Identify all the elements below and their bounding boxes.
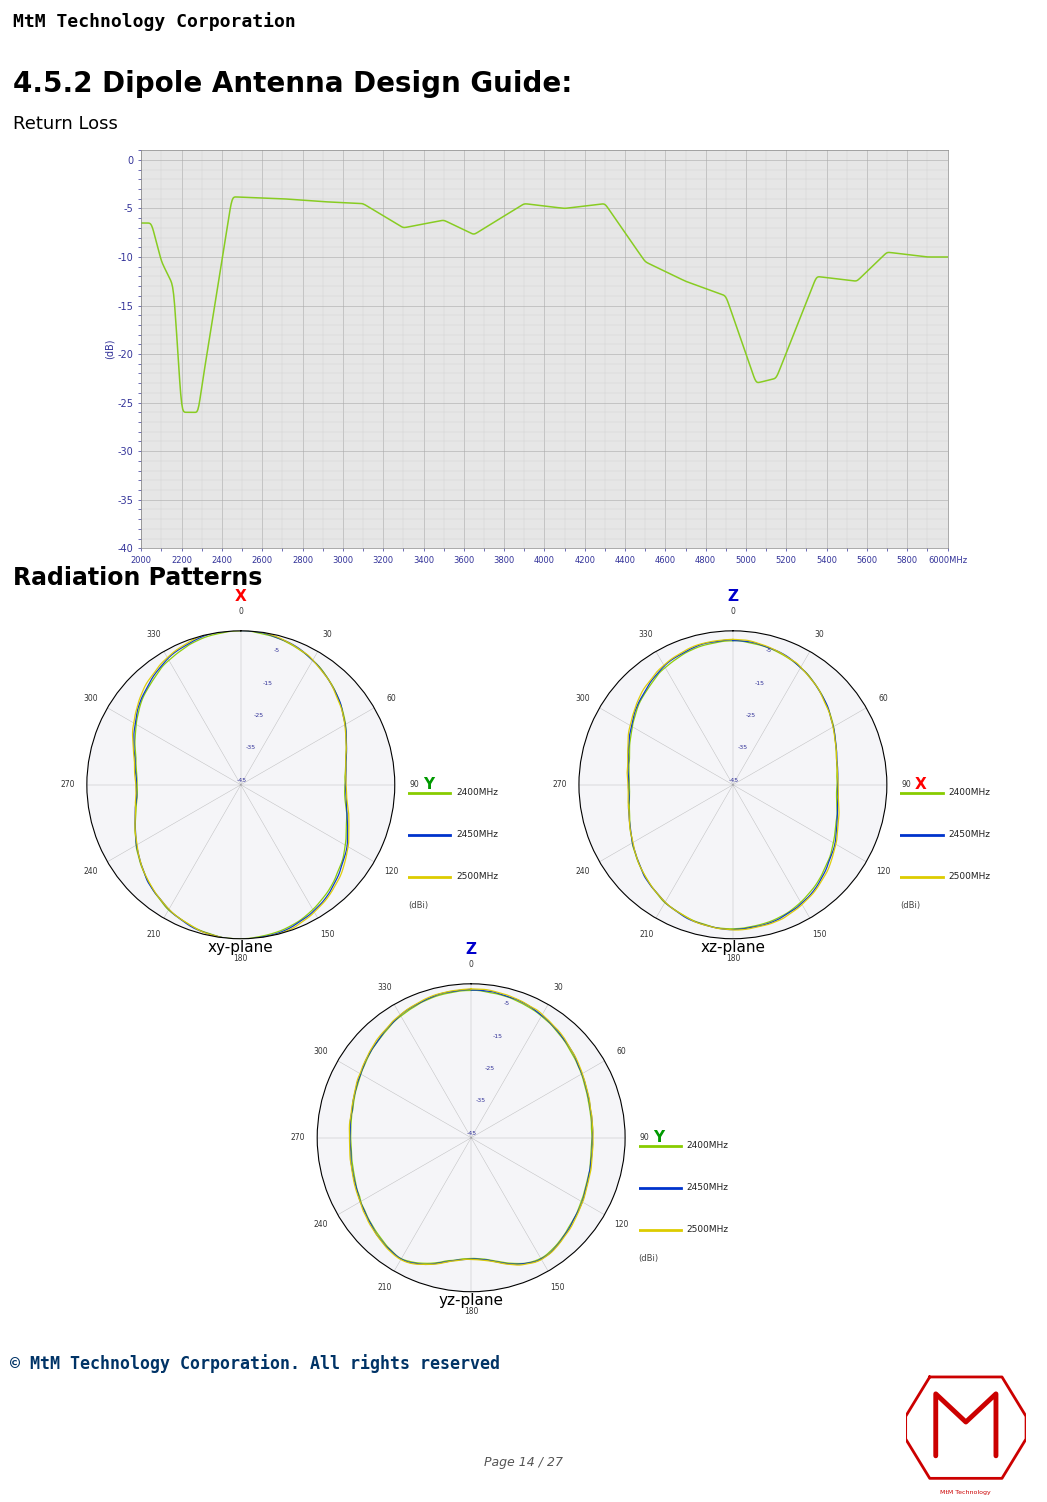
Text: 2500MHz: 2500MHz bbox=[456, 873, 498, 882]
Text: X: X bbox=[915, 778, 927, 792]
Text: 2450MHz: 2450MHz bbox=[456, 831, 498, 840]
Text: -25: -25 bbox=[747, 713, 756, 718]
Text: Y: Y bbox=[423, 778, 435, 792]
Text: -15: -15 bbox=[755, 680, 764, 685]
Text: -35: -35 bbox=[737, 745, 748, 749]
Text: -25: -25 bbox=[254, 713, 264, 718]
Text: -45: -45 bbox=[467, 1131, 477, 1136]
Text: 2450MHz: 2450MHz bbox=[687, 1184, 729, 1193]
Text: © MtM Technology Corporation. All rights reserved: © MtM Technology Corporation. All rights… bbox=[10, 1353, 500, 1373]
Text: -35: -35 bbox=[245, 745, 255, 749]
Y-axis label: (dB): (dB) bbox=[105, 339, 115, 359]
Text: -45: -45 bbox=[237, 778, 247, 783]
Text: 2500MHz: 2500MHz bbox=[687, 1226, 729, 1235]
Text: xy-plane: xy-plane bbox=[208, 940, 273, 955]
Text: -15: -15 bbox=[493, 1033, 503, 1038]
Text: X: X bbox=[235, 589, 247, 604]
Text: xz-plane: xz-plane bbox=[700, 940, 765, 955]
Text: (dBi): (dBi) bbox=[900, 901, 920, 910]
Text: Return Loss: Return Loss bbox=[13, 114, 117, 132]
Text: -25: -25 bbox=[485, 1066, 494, 1071]
Text: Z: Z bbox=[466, 942, 476, 957]
Text: MtM Technology Corporation: MtM Technology Corporation bbox=[13, 12, 295, 30]
Text: 2450MHz: 2450MHz bbox=[949, 831, 990, 840]
Text: -5: -5 bbox=[765, 649, 772, 653]
Text: (dBi): (dBi) bbox=[639, 1254, 659, 1263]
Text: -5: -5 bbox=[504, 1002, 510, 1006]
Text: 2400MHz: 2400MHz bbox=[949, 789, 990, 798]
Text: -5: -5 bbox=[273, 649, 280, 653]
Text: 4.5.2 Dipole Antenna Design Guide:: 4.5.2 Dipole Antenna Design Guide: bbox=[13, 69, 572, 98]
Text: yz-plane: yz-plane bbox=[439, 1293, 504, 1308]
Text: MtM Technology: MtM Technology bbox=[940, 1490, 992, 1494]
Text: 2400MHz: 2400MHz bbox=[687, 1142, 729, 1151]
Text: -15: -15 bbox=[263, 680, 272, 685]
Text: 2400MHz: 2400MHz bbox=[456, 789, 498, 798]
Text: (dBi): (dBi) bbox=[408, 901, 428, 910]
Text: Radiation Patterns: Radiation Patterns bbox=[13, 566, 262, 590]
Text: -45: -45 bbox=[729, 778, 739, 783]
Text: -35: -35 bbox=[475, 1098, 486, 1102]
Text: Page 14 / 27: Page 14 / 27 bbox=[484, 1457, 563, 1469]
Text: Z: Z bbox=[728, 589, 738, 604]
Text: Y: Y bbox=[653, 1131, 665, 1145]
Text: 2500MHz: 2500MHz bbox=[949, 873, 990, 882]
